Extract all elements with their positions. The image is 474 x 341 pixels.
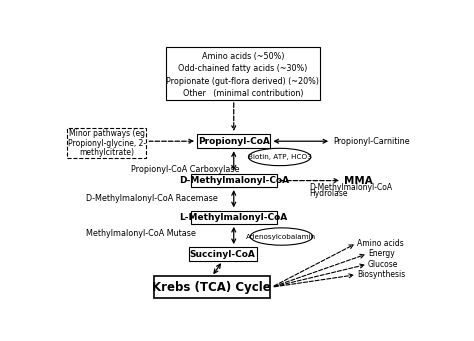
Text: Glucose: Glucose bbox=[368, 260, 398, 269]
Text: Adenosylcobalamin: Adenosylcobalamin bbox=[246, 234, 317, 239]
Text: Biotin, ATP, HCO3: Biotin, ATP, HCO3 bbox=[248, 154, 311, 160]
Text: Succinyl-CoA: Succinyl-CoA bbox=[190, 250, 255, 258]
Text: Minor pathways (eg: Minor pathways (eg bbox=[69, 130, 145, 138]
Ellipse shape bbox=[248, 148, 311, 166]
Text: L-Methylmalonyl-CoA: L-Methylmalonyl-CoA bbox=[180, 213, 288, 222]
FancyBboxPatch shape bbox=[191, 174, 277, 188]
Ellipse shape bbox=[250, 228, 313, 245]
FancyBboxPatch shape bbox=[197, 134, 271, 148]
Text: Krebs (TCA) Cycle: Krebs (TCA) Cycle bbox=[152, 281, 271, 294]
Text: D-Methylmalonyl-CoA: D-Methylmalonyl-CoA bbox=[309, 183, 392, 192]
Text: MMA: MMA bbox=[344, 176, 373, 186]
Text: Methylmalonyl-CoA Mutase: Methylmalonyl-CoA Mutase bbox=[86, 229, 196, 238]
Text: Propionyl-glycine, 2-: Propionyl-glycine, 2- bbox=[68, 139, 146, 148]
Text: D-Methylmalonyl-CoA Racemase: D-Methylmalonyl-CoA Racemase bbox=[86, 194, 218, 203]
Text: Hydrolase: Hydrolase bbox=[309, 189, 347, 198]
Text: Other   (minimal contribution): Other (minimal contribution) bbox=[182, 89, 303, 98]
Text: Odd-chained fatty acids (~30%): Odd-chained fatty acids (~30%) bbox=[178, 64, 308, 73]
Text: Amino acids: Amino acids bbox=[357, 239, 403, 248]
FancyBboxPatch shape bbox=[67, 128, 146, 158]
Text: Propionate (gut-flora derived) (~20%): Propionate (gut-flora derived) (~20%) bbox=[166, 77, 319, 86]
Text: Propionyl-Carnitine: Propionyl-Carnitine bbox=[333, 137, 410, 146]
Text: Propionyl-CoA: Propionyl-CoA bbox=[198, 137, 270, 146]
Text: Propionyl-CoA Carboxylase: Propionyl-CoA Carboxylase bbox=[131, 165, 239, 174]
FancyBboxPatch shape bbox=[166, 47, 320, 100]
Text: D-Methylmalonyl-CoA: D-Methylmalonyl-CoA bbox=[179, 176, 289, 185]
Text: Energy: Energy bbox=[368, 249, 394, 258]
Text: Amino acids (~50%): Amino acids (~50%) bbox=[201, 52, 284, 61]
Text: Biosynthesis: Biosynthesis bbox=[357, 270, 405, 279]
FancyBboxPatch shape bbox=[189, 247, 257, 261]
FancyBboxPatch shape bbox=[191, 210, 277, 224]
Text: methylcitrate): methylcitrate) bbox=[79, 148, 134, 157]
FancyBboxPatch shape bbox=[154, 277, 270, 298]
